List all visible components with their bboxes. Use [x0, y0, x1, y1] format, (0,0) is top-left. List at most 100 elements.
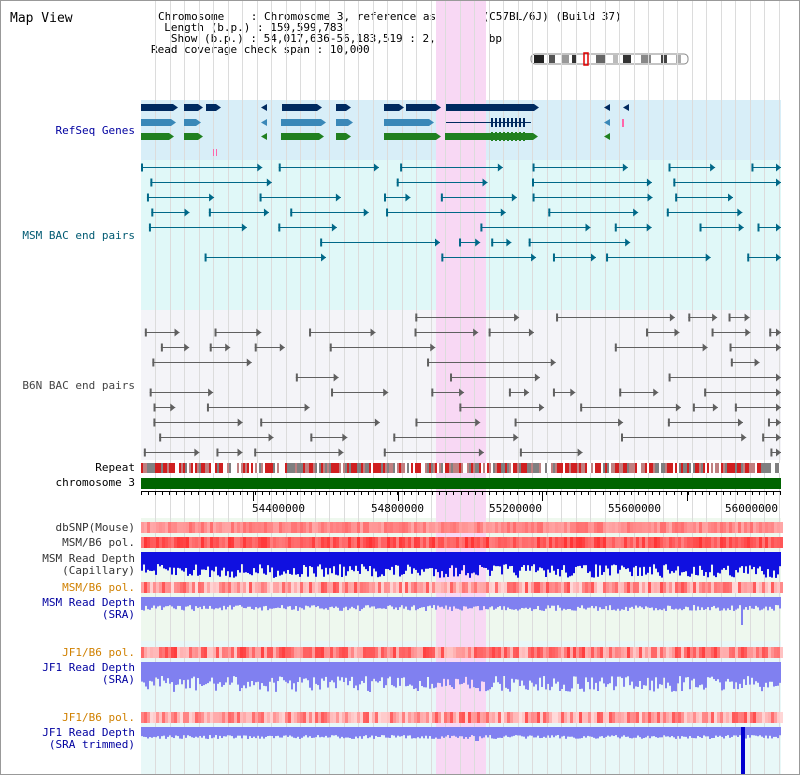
depth-bar: [431, 552, 433, 569]
gene-block: [336, 119, 348, 126]
heat-cell: [222, 647, 225, 658]
repeat-track[interactable]: [141, 463, 781, 473]
depth-bar: [683, 727, 685, 737]
bac-end: [770, 448, 773, 457]
heat-cell: [780, 582, 783, 593]
repeat-segment: [677, 463, 679, 473]
track-label-msm-bac[interactable]: MSM BAC end pairs: [22, 229, 135, 242]
read-depth-tracks[interactable]: [141, 552, 781, 774]
track-label-b6n-bac[interactable]: B6N BAC end pairs: [22, 379, 135, 392]
depth-bar: [743, 662, 745, 680]
depth-bar: [507, 727, 509, 737]
depth-bar: [317, 552, 319, 567]
heat-cell: [693, 647, 696, 658]
depth-bar: [561, 727, 563, 737]
depth-bar: [593, 552, 595, 578]
repeat-segment: [385, 463, 387, 473]
heat-cell: [474, 522, 477, 533]
depth-bar: [737, 552, 739, 573]
heat-cell: [327, 712, 330, 723]
heat-cell: [525, 537, 528, 548]
bac-end: [440, 193, 443, 202]
refseq-genes-track[interactable]: [141, 104, 629, 156]
depth-bar: [713, 597, 715, 606]
depth-bar: [189, 727, 191, 737]
heat-cell: [723, 522, 726, 533]
heat-cell: [771, 712, 774, 723]
depth-bar: [217, 662, 219, 684]
repeat-segment: [239, 463, 241, 473]
depth-bar: [365, 597, 367, 606]
heat-cell: [738, 582, 741, 593]
chromosome-ideogram[interactable]: [530, 52, 689, 66]
repeat-segment: [645, 463, 647, 473]
heat-cell: [285, 537, 288, 548]
depth-bar: [169, 552, 171, 568]
track-label-msm-b6-pol-1[interactable]: MSM/B6 pol.: [62, 536, 135, 549]
heat-cell: [405, 712, 408, 723]
track-label-dbsnp[interactable]: dbSNP(Mouse): [55, 521, 135, 534]
repeat-segment: [227, 463, 229, 473]
heat-cell: [582, 537, 585, 548]
depth-bar: [211, 552, 213, 571]
bac-end: [776, 343, 781, 352]
heat-cell: [153, 522, 156, 533]
msm-bac-track[interactable]: [141, 163, 781, 262]
depth-bar: [657, 552, 659, 573]
repeat-segment: [261, 463, 263, 473]
heat-cell: [369, 537, 372, 548]
track-label-msm-b6-pol-2[interactable]: MSM/B6 pol.: [62, 581, 135, 594]
depth-bar: [267, 727, 269, 736]
bac-end: [531, 253, 537, 262]
depth-bar: [509, 727, 511, 738]
bac-end: [699, 223, 702, 232]
repeat-segment: [769, 463, 771, 473]
track-label-jf1-depth-trimmed[interactable]: JF1 Read Depth (SRA trimmed): [42, 726, 135, 751]
depth-bar: [285, 727, 287, 736]
heat-cell: [297, 537, 300, 548]
track-label-msm-depth-sra[interactable]: MSM Read Depth (SRA): [42, 596, 135, 621]
heat-cell: [438, 712, 441, 723]
polymorphism-heat-tracks[interactable]: [141, 522, 783, 723]
heat-cell: [180, 582, 183, 593]
repeat-segment: [479, 463, 481, 473]
repeat-segment: [169, 463, 171, 473]
track-label-repeat[interactable]: Repeat: [95, 461, 135, 474]
depth-bar: [209, 552, 211, 578]
repeat-segment: [689, 463, 691, 473]
heat-cell: [714, 647, 717, 658]
bac-end: [776, 418, 781, 427]
heat-cell: [159, 522, 162, 533]
repeat-segment: [335, 463, 337, 473]
heat-cell: [735, 522, 738, 533]
track-label-jf1-b6-pol-1[interactable]: JF1/B6 pol.: [62, 646, 135, 659]
bac-end: [184, 208, 190, 217]
heat-cell: [204, 522, 207, 533]
track-label-msm-depth-capillary[interactable]: MSM Read Depth (Capillary): [42, 552, 135, 577]
b6n-bac-track[interactable]: [143, 313, 781, 457]
depth-bar: [159, 597, 161, 606]
depth-bar: [243, 727, 245, 736]
repeat-segment: [643, 463, 645, 473]
depth-bar: [767, 552, 769, 570]
heat-cell: [210, 647, 213, 658]
heat-cell: [465, 522, 468, 533]
track-label-jf1-depth-sra[interactable]: JF1 Read Depth (SRA): [42, 661, 135, 686]
track-label-jf1-b6-pol-2[interactable]: JF1/B6 pol.: [62, 711, 135, 724]
repeat-segment: [779, 463, 781, 473]
heat-cell: [675, 712, 678, 723]
heat-cell: [198, 712, 201, 723]
track-label-refseq[interactable]: RefSeq Genes: [55, 124, 135, 137]
repeat-segment: [255, 463, 257, 473]
depth-bar: [209, 727, 211, 736]
heat-cell: [234, 582, 237, 593]
heat-cell: [258, 582, 261, 593]
depth-bar: [399, 662, 401, 686]
heat-cell: [561, 582, 564, 593]
heat-cell: [504, 647, 507, 658]
heat-cell: [702, 582, 705, 593]
depth-bar: [309, 552, 311, 567]
depth-bar: [571, 662, 573, 689]
chromosome-bar[interactable]: [141, 478, 781, 489]
